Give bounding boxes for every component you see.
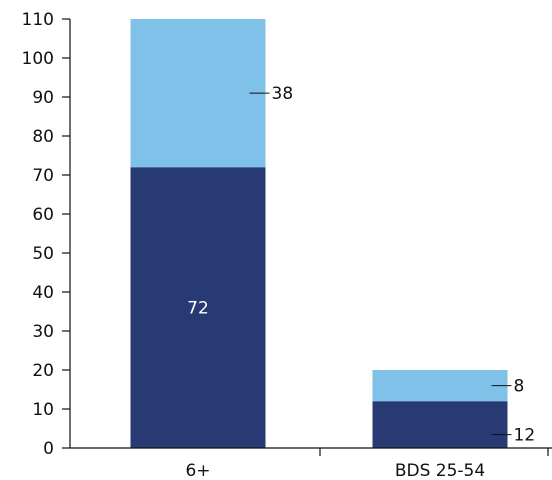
y-tick-label: 30 <box>32 322 54 342</box>
x-tick-label: 6+ <box>185 461 210 480</box>
y-tick-label: 90 <box>32 88 54 108</box>
data-label: 38 <box>272 84 294 104</box>
bar-segment <box>130 19 266 168</box>
y-tick-label: 60 <box>32 205 54 225</box>
bar-segment <box>130 167 266 448</box>
y-tick-label: 40 <box>32 283 54 303</box>
y-tick-label: 0 <box>43 439 54 459</box>
bar-segment <box>372 401 508 448</box>
y-tick-label: 50 <box>32 244 54 264</box>
y-tick-label: 20 <box>32 361 54 381</box>
data-label: 72 <box>187 299 209 319</box>
y-tick-label: 80 <box>32 127 54 147</box>
data-label: 12 <box>514 426 536 446</box>
y-tick-label: 70 <box>32 166 54 186</box>
data-label: 8 <box>514 377 525 397</box>
x-tick-label: BDS 25-54 <box>395 461 485 480</box>
y-tick-label: 100 <box>22 49 54 69</box>
bar-segment <box>372 370 508 402</box>
y-tick-label: 110 <box>22 10 54 30</box>
y-tick-label: 10 <box>32 400 54 420</box>
